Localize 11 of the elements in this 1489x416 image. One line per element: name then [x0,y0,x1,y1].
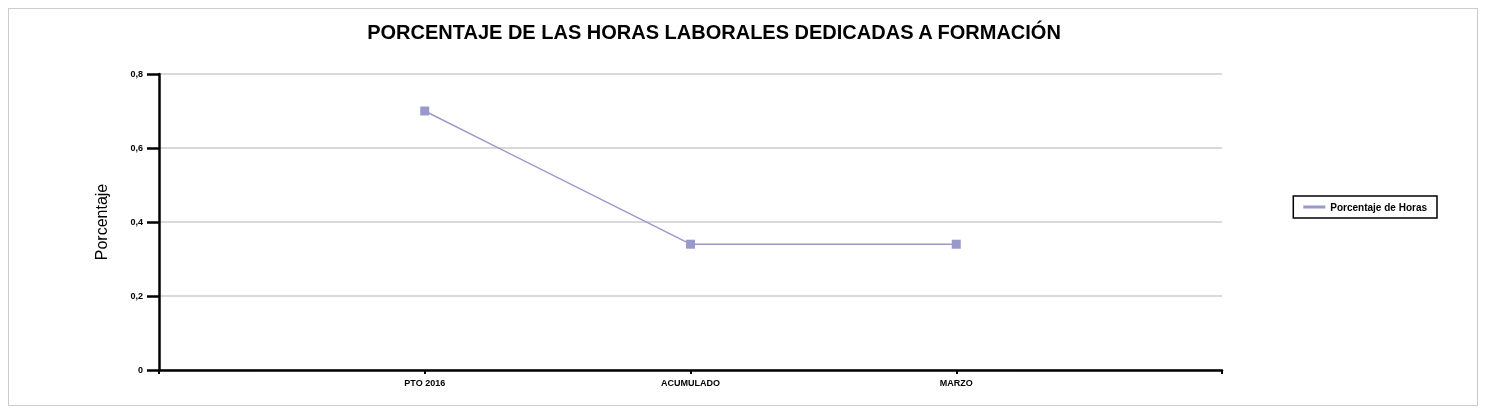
x-tick-label: PTO 2016 [404,377,446,388]
y-tick-label: 0,4 [130,217,143,227]
x-tick-label: ACUMULADO [661,377,720,388]
y-tick-label: 0 [137,365,143,375]
chart-title: PORCENTAJE DE LAS HORAS LABORALES DEDICADAS A FORMACIÓN [367,20,1061,43]
legend-label: Porcentaje de Horas [1330,201,1428,213]
y-axis-title: Porcentaje [92,183,110,261]
x-tick-label: MARZO [939,377,973,388]
y-tick-label: 0,6 [130,143,143,153]
y-tick-label: 0,2 [130,291,143,301]
y-tick-label: 0,8 [130,69,143,79]
